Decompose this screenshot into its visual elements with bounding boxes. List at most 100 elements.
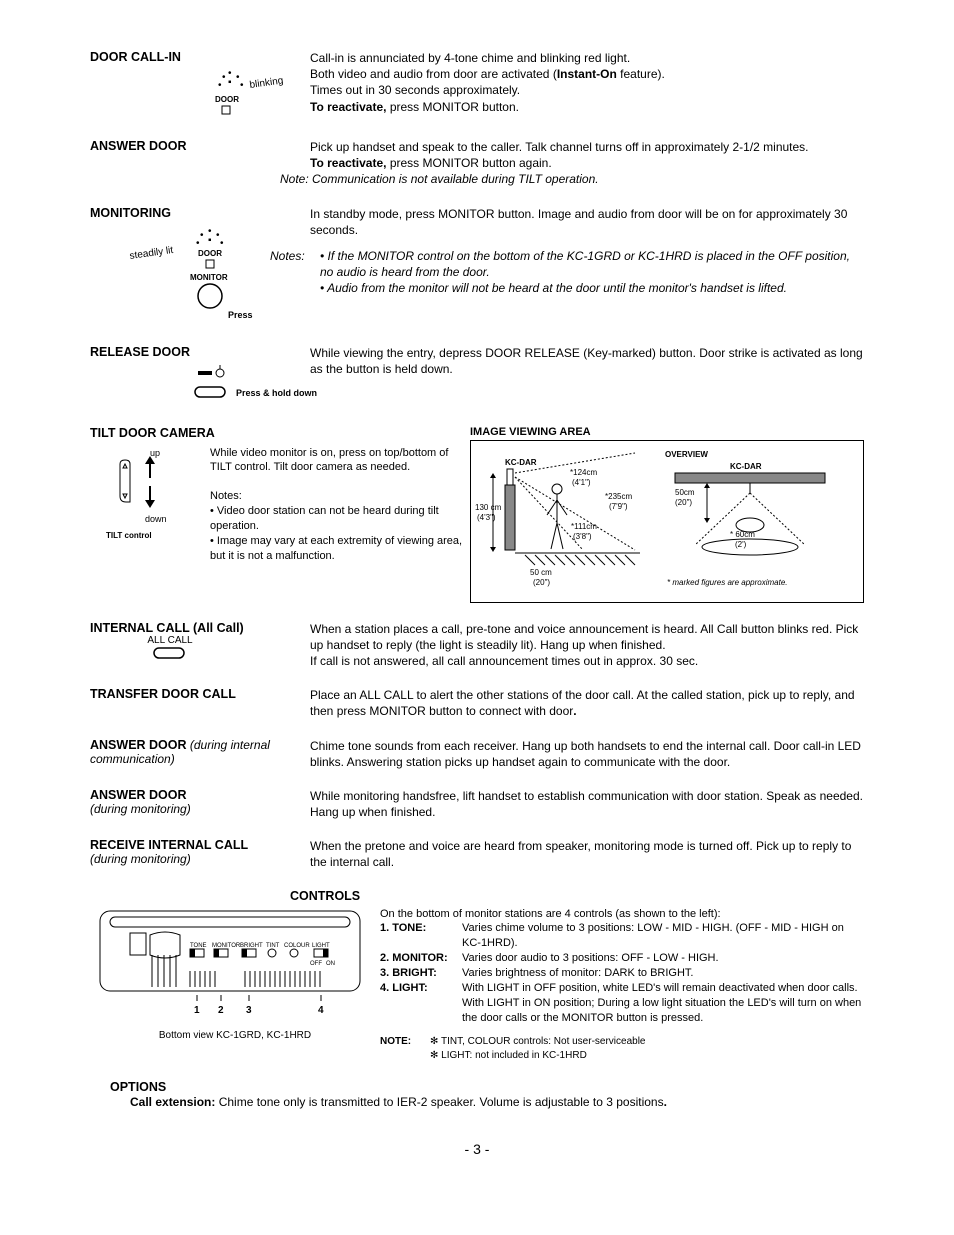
diagram-all-call: ALL CALL xyxy=(120,635,220,665)
svg-text:* marked figures are approxima: * marked figures are approximate. xyxy=(667,578,788,587)
answer-door-internal-body: Chime tone sounds from each receiver. Ha… xyxy=(310,738,864,770)
section-door-call-in: DOOR CALL-IN ••• •▪• blinking DOOR Call-… xyxy=(90,50,864,121)
section-internal-call: INTERNAL CALL (All Call) ALL CALL When a… xyxy=(90,621,864,670)
sub-receive-internal: (during monitoring) xyxy=(90,852,310,866)
answer-door-monitoring-body: While monitoring handsfree, lift handset… xyxy=(310,788,864,820)
svg-text:•: • xyxy=(218,80,222,91)
svg-text:MONITOR: MONITOR xyxy=(212,943,241,949)
bottom-view-label: Bottom view KC-1GRD, KC-1HRD xyxy=(90,1030,380,1041)
internal-call-body: When a station places a call, pre-tone a… xyxy=(310,621,864,653)
svg-text:up: up xyxy=(150,448,160,458)
heading-release-door: RELEASE DOOR xyxy=(90,345,310,359)
section-answer-door-internal: ANSWER DOOR (during internal communicati… xyxy=(90,738,864,770)
svg-text:DOOR: DOOR xyxy=(198,249,222,258)
svg-text:3: 3 xyxy=(246,1005,252,1016)
svg-text:•: • xyxy=(220,238,224,249)
svg-text:2: 2 xyxy=(218,1005,224,1016)
answer-door-line2: To reactivate, press MONITOR button agai… xyxy=(310,155,864,171)
answer-door-note: Note: Communication is not available dur… xyxy=(280,171,864,187)
svg-text:KC-DAR: KC-DAR xyxy=(505,458,537,467)
heading-monitoring: MONITORING xyxy=(90,206,310,220)
svg-text:•: • xyxy=(240,80,244,91)
internal-call-body2: If call is not answered, all call announ… xyxy=(310,653,864,669)
svg-text:OFF: OFF xyxy=(310,961,322,967)
svg-text:▪: ▪ xyxy=(228,77,232,88)
transfer-body: Place an ALL CALL to alert the other sta… xyxy=(310,688,855,718)
answer-door-line1: Pick up handset and speak to the caller.… xyxy=(310,139,864,155)
section-monitoring: MONITORING ••• •▪• steadily lit DOOR MON… xyxy=(90,206,864,327)
controls-note1: ✻ TINT, COLOUR controls: Not user-servic… xyxy=(430,1035,646,1049)
svg-text:TONE: TONE xyxy=(190,943,207,949)
svg-text:steadily lit: steadily lit xyxy=(129,244,174,261)
heading-answer-door: ANSWER DOOR xyxy=(90,139,310,153)
svg-text:(2'): (2') xyxy=(735,540,747,549)
tilt-body1: While video monitor is on, press on top/… xyxy=(210,446,470,476)
heading-options: OPTIONS xyxy=(110,1080,864,1094)
svg-text:•: • xyxy=(196,238,200,249)
svg-text:blinking: blinking xyxy=(249,75,284,91)
control-1: Varies chime volume to 3 positions: LOW … xyxy=(462,921,864,951)
section-answer-door-monitoring: ANSWER DOOR (during monitoring) While mo… xyxy=(90,788,864,820)
svg-text:LIGHT: LIGHT xyxy=(312,943,330,949)
tilt-note2: • Image may vary at each extremity of vi… xyxy=(210,534,470,564)
control-3: Varies brightness of monitor: DARK to BR… xyxy=(462,966,864,981)
svg-text:* 60cm: * 60cm xyxy=(730,530,755,539)
svg-text:ON: ON xyxy=(326,961,335,967)
svg-text:BRIGHT: BRIGHT xyxy=(240,943,263,949)
svg-text:1: 1 xyxy=(194,1005,200,1016)
svg-text:(4'1"): (4'1") xyxy=(572,478,591,487)
svg-text:COLOUR: COLOUR xyxy=(284,943,310,949)
svg-text:*124cm: *124cm xyxy=(570,468,597,477)
heading-receive-internal: RECEIVE INTERNAL CALL xyxy=(90,838,310,852)
tilt-notes-label: Notes: xyxy=(210,489,470,504)
svg-text:50cm: 50cm xyxy=(675,488,695,497)
svg-text:OVERVIEW: OVERVIEW xyxy=(665,450,708,459)
monitoring-body: In standby mode, press MONITOR button. I… xyxy=(310,206,864,238)
section-answer-door: ANSWER DOOR Pick up handset and speak to… xyxy=(90,139,864,188)
section-tilt: TILT DOOR CAMERA up down TILT control xyxy=(90,426,864,603)
control-2: Varies door audio to 3 positions: OFF - … xyxy=(462,951,864,966)
diagram-tilt: up down TILT control xyxy=(90,446,210,569)
svg-text:▪: ▪ xyxy=(208,235,212,246)
section-receive-internal: RECEIVE INTERNAL CALL (during monitoring… xyxy=(90,838,864,870)
svg-text:KC-DAR: KC-DAR xyxy=(730,462,762,471)
svg-text:TINT: TINT xyxy=(266,943,280,949)
options-body: Call extension: Chime tone only is trans… xyxy=(130,1094,864,1110)
svg-text:130 cm: 130 cm xyxy=(475,503,502,512)
heading-door-call-in: DOOR CALL-IN xyxy=(90,50,310,64)
svg-text:DOOR: DOOR xyxy=(215,95,239,104)
section-release-door: RELEASE DOOR Press & hold down While vie… xyxy=(90,345,864,408)
section-controls: CONTROLS TONE MONITOR BRIGHT TINT COLOUR xyxy=(90,889,864,1063)
svg-text:down: down xyxy=(145,514,167,524)
svg-text:TILT control: TILT control xyxy=(106,531,152,540)
receive-internal-body: When the pretone and voice are heard fro… xyxy=(310,838,864,870)
svg-text:(20"): (20") xyxy=(533,578,550,587)
control-4: With LIGHT in OFF position, white LED's … xyxy=(462,981,864,1026)
page-number: - 3 - xyxy=(90,1141,864,1157)
svg-text:•: • xyxy=(200,230,204,241)
heading-tilt: TILT DOOR CAMERA xyxy=(90,426,470,440)
svg-text:4: 4 xyxy=(318,1005,324,1016)
diagram-release-door: Press & hold down xyxy=(190,363,310,408)
svg-text:Press: Press xyxy=(228,310,253,320)
svg-text:•: • xyxy=(222,72,226,83)
svg-text:50 cm: 50 cm xyxy=(530,568,552,577)
section-options: OPTIONS Call extension: Chime tone only … xyxy=(90,1080,864,1110)
svg-text:Press & hold down: Press & hold down xyxy=(236,388,317,398)
heading-transfer: TRANSFER DOOR CALL xyxy=(90,687,310,701)
diagram-door-call-in: ••• •▪• blinking DOOR xyxy=(210,68,310,121)
door-call-in-line3: Times out in 30 seconds approximately. xyxy=(310,82,864,98)
svg-text:MONITOR: MONITOR xyxy=(190,273,228,282)
diagram-controls: TONE MONITOR BRIGHT TINT COLOUR LIGHT OF… xyxy=(90,907,380,1063)
heading-controls: CONTROLS xyxy=(290,889,864,903)
monitoring-notes: Notes: • If the MONITOR control on the b… xyxy=(270,248,864,297)
svg-text:*111cm: *111cm xyxy=(571,522,597,531)
door-call-in-line2: Both video and audio from door are activ… xyxy=(310,66,864,82)
svg-text:(7'9"): (7'9") xyxy=(609,502,628,511)
controls-intro: On the bottom of monitor stations are 4 … xyxy=(380,907,864,922)
heading-internal-call: INTERNAL CALL (All Call) xyxy=(90,621,310,635)
heading-answer-door-internal: ANSWER DOOR xyxy=(90,738,187,752)
door-call-in-line1: Call-in is annunciated by 4-tone chime a… xyxy=(310,50,864,66)
tilt-note1: • Video door station can not be heard du… xyxy=(210,504,470,534)
svg-text:*235cm: *235cm xyxy=(605,492,632,501)
